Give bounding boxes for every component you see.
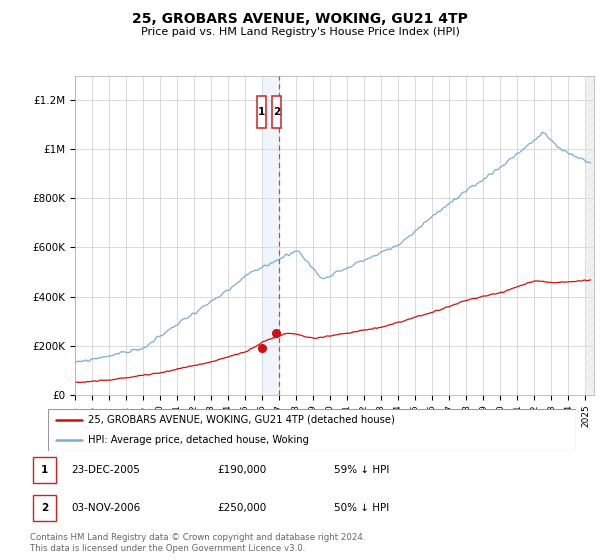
Bar [262, 76, 279, 395]
Text: 1: 1 [41, 465, 48, 475]
FancyBboxPatch shape [272, 96, 281, 128]
Text: £250,000: £250,000 [218, 503, 267, 513]
Text: HPI: Average price, detached house, Woking: HPI: Average price, detached house, Woki… [88, 435, 308, 445]
Text: 50% ↓ HPI: 50% ↓ HPI [334, 503, 389, 513]
FancyBboxPatch shape [257, 96, 266, 128]
Text: 2: 2 [273, 108, 280, 118]
Text: 23-DEC-2005: 23-DEC-2005 [71, 465, 140, 475]
Text: 25, GROBARS AVENUE, WOKING, GU21 4TP (detached house): 25, GROBARS AVENUE, WOKING, GU21 4TP (de… [88, 415, 394, 424]
Text: 25, GROBARS AVENUE, WOKING, GU21 4TP: 25, GROBARS AVENUE, WOKING, GU21 4TP [132, 12, 468, 26]
Text: Price paid vs. HM Land Registry's House Price Index (HPI): Price paid vs. HM Land Registry's House … [140, 27, 460, 37]
Bar [586, 76, 594, 395]
FancyBboxPatch shape [48, 409, 576, 451]
Text: 2: 2 [41, 503, 48, 513]
Text: 03-NOV-2006: 03-NOV-2006 [71, 503, 140, 513]
Text: 1: 1 [258, 108, 265, 118]
FancyBboxPatch shape [33, 457, 56, 483]
FancyBboxPatch shape [33, 495, 56, 521]
Text: Contains HM Land Registry data © Crown copyright and database right 2024.
This d: Contains HM Land Registry data © Crown c… [30, 533, 365, 553]
Text: 59% ↓ HPI: 59% ↓ HPI [334, 465, 389, 475]
Text: £190,000: £190,000 [218, 465, 267, 475]
